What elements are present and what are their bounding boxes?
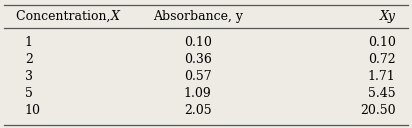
Text: 10: 10: [25, 104, 41, 118]
Text: 20.50: 20.50: [360, 104, 396, 118]
Text: X: X: [110, 10, 119, 23]
Text: 5: 5: [25, 87, 33, 100]
Text: 3: 3: [25, 70, 33, 83]
Text: 1: 1: [25, 36, 33, 49]
Text: Concentration,: Concentration,: [16, 10, 115, 23]
Text: 1.71: 1.71: [368, 70, 396, 83]
Text: Absorbance, y: Absorbance, y: [153, 10, 243, 23]
Text: 0.72: 0.72: [368, 53, 396, 66]
Text: 0.10: 0.10: [368, 36, 396, 49]
Text: 0.36: 0.36: [184, 53, 212, 66]
Text: 2.05: 2.05: [184, 104, 212, 118]
Text: 5.45: 5.45: [368, 87, 396, 100]
Text: 0.10: 0.10: [184, 36, 212, 49]
Text: 2: 2: [25, 53, 33, 66]
Text: 1.09: 1.09: [184, 87, 212, 100]
Text: 0.57: 0.57: [184, 70, 212, 83]
Text: Xy: Xy: [379, 10, 396, 23]
